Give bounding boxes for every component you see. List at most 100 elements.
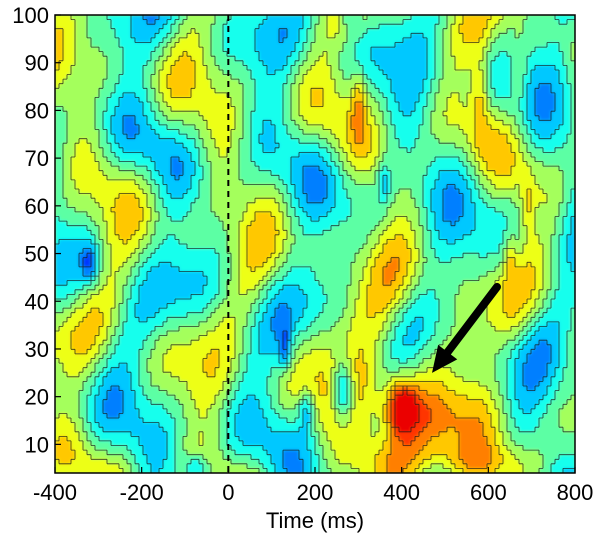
heatmap-cell (251, 120, 256, 126)
heatmap-cell (443, 83, 448, 89)
heatmap-cell (487, 179, 492, 186)
heatmap-cell (119, 124, 124, 131)
heatmap-cell (483, 74, 488, 80)
heatmap-cell (419, 37, 424, 44)
heatmap-cell (423, 19, 428, 25)
heatmap-cell (483, 170, 488, 176)
heatmap-cell (59, 175, 64, 181)
heatmap-cell (187, 19, 192, 25)
heatmap-cell (275, 179, 280, 186)
heatmap-cell (247, 51, 252, 57)
heatmap-cell (395, 115, 400, 121)
heatmap-cell (83, 120, 88, 126)
heatmap-cell (279, 129, 284, 135)
heatmap-cell (215, 143, 220, 149)
heatmap-cell (163, 189, 168, 195)
heatmap-cell (307, 102, 312, 108)
heatmap-cell (123, 56, 128, 62)
heatmap-cell (359, 161, 364, 167)
heatmap-cell (79, 74, 84, 80)
heatmap-cell (443, 102, 448, 108)
heatmap-cell (163, 111, 168, 117)
heatmap-cell (215, 33, 220, 39)
heatmap-cell (259, 179, 264, 186)
heatmap-cell (511, 147, 516, 153)
heatmap-cell (571, 124, 575, 131)
heatmap-cell (119, 83, 124, 89)
heatmap-cell (423, 92, 428, 99)
heatmap-cell (195, 69, 200, 76)
heatmap-cell (119, 92, 124, 99)
heatmap-cell (99, 102, 104, 108)
heatmap-cell (263, 47, 268, 53)
heatmap-cell (179, 47, 184, 53)
heatmap-cell (263, 175, 268, 181)
heatmap-cell (443, 129, 448, 135)
heatmap-cell (255, 115, 260, 121)
heatmap-cell (535, 152, 540, 158)
heatmap-cell (463, 124, 468, 131)
heatmap-cell (91, 102, 96, 108)
heatmap-cell (319, 69, 324, 76)
heatmap-cell (211, 69, 216, 76)
heatmap-cell (199, 152, 204, 158)
heatmap-cell (427, 184, 432, 190)
heatmap-cell (151, 102, 156, 108)
heatmap-cell (567, 51, 572, 57)
heatmap-cell (295, 102, 300, 108)
heatmap-cell (259, 138, 264, 144)
heatmap-cell (235, 33, 240, 39)
heatmap-cell (327, 161, 332, 167)
heatmap-cell (503, 15, 508, 21)
heatmap-cell (567, 79, 572, 85)
heatmap-cell (411, 115, 416, 121)
heatmap-cell (331, 152, 336, 158)
heatmap-cell (359, 33, 364, 39)
heatmap-cell (499, 15, 504, 21)
heatmap-cell (107, 97, 112, 103)
heatmap-cell (123, 19, 128, 25)
heatmap-cell (203, 129, 208, 135)
heatmap-cell (435, 175, 440, 181)
heatmap-cell (483, 115, 488, 121)
heatmap-cell (259, 28, 264, 34)
heatmap-cell (379, 184, 384, 190)
heatmap-cell (167, 74, 172, 80)
heatmap-cell (491, 69, 496, 76)
heatmap-cell (191, 102, 196, 108)
heatmap-cell (63, 106, 68, 112)
heatmap-cell (179, 152, 184, 158)
heatmap-cell (95, 65, 100, 71)
heatmap-cell (455, 24, 460, 30)
heatmap-cell (179, 28, 184, 34)
heatmap-cell (351, 24, 356, 30)
heatmap-cell (227, 175, 232, 181)
heatmap-cell (195, 175, 200, 181)
heatmap-cell (271, 124, 276, 131)
heatmap-cell (127, 28, 132, 34)
heatmap-cell (475, 42, 480, 48)
heatmap-cell (195, 33, 200, 39)
heatmap-cell (99, 60, 104, 66)
heatmap-cell (251, 111, 256, 117)
heatmap-cell (535, 15, 540, 21)
heatmap-cell (491, 134, 496, 140)
heatmap-cell (299, 124, 304, 131)
heatmap-cell (279, 65, 284, 71)
heatmap-cell (111, 106, 116, 112)
heatmap-cell (403, 37, 408, 44)
heatmap-cell (411, 65, 416, 71)
heatmap-cell (475, 51, 480, 57)
heatmap-cell (243, 175, 248, 181)
heatmap-cell (231, 189, 236, 195)
heatmap-cell (507, 37, 512, 44)
heatmap-cell (215, 161, 220, 167)
heatmap-cell (95, 37, 100, 44)
heatmap-cell (183, 83, 188, 89)
heatmap-cell (427, 60, 432, 66)
heatmap-cell (315, 179, 320, 186)
heatmap-cell (179, 97, 184, 103)
heatmap-cell (315, 88, 320, 94)
heatmap-cell (415, 97, 420, 103)
